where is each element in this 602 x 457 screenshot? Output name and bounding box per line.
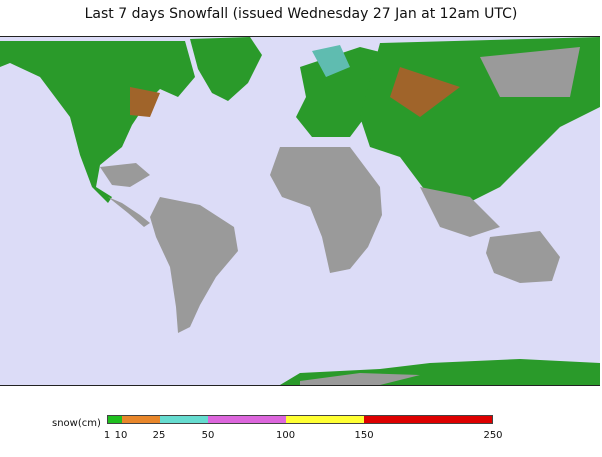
legend-tick-25: 25 bbox=[152, 430, 166, 441]
legend-band-25-50 bbox=[159, 416, 209, 423]
asia-grey bbox=[480, 47, 580, 97]
legend-band-10-25 bbox=[121, 416, 160, 423]
scandinavia-deep-snow bbox=[312, 45, 350, 77]
north-america-deep-snow bbox=[130, 87, 160, 117]
legend-ticks: 1 10 25 50 100 150 250 bbox=[103, 430, 503, 444]
map-title: Last 7 days Snowfall (issued Wednesday 2… bbox=[84, 6, 518, 22]
central-america bbox=[108, 197, 150, 227]
legend-tick-100: 100 bbox=[275, 430, 296, 441]
legend-band-50-100 bbox=[208, 416, 286, 423]
legend-tick-10: 10 bbox=[114, 430, 128, 441]
snowfall-map bbox=[0, 36, 600, 386]
legend-tick-250: 250 bbox=[483, 430, 503, 441]
africa bbox=[270, 147, 382, 273]
legend-tick-150: 150 bbox=[354, 430, 374, 441]
north-america-south bbox=[100, 163, 150, 187]
legend-band-100-150 bbox=[285, 416, 364, 423]
india-se-asia bbox=[420, 187, 500, 237]
legend-label: snow(cm) bbox=[52, 418, 101, 429]
legend-band-150-250 bbox=[363, 416, 493, 423]
legend-band-1-10 bbox=[108, 416, 122, 423]
antarctica-grey bbox=[300, 373, 420, 385]
legend-color-bar bbox=[107, 415, 493, 424]
asia-deep-snow bbox=[390, 67, 460, 117]
legend-tick-1: 1 bbox=[103, 430, 111, 441]
south-america bbox=[150, 197, 238, 333]
australia bbox=[486, 231, 560, 283]
world-map-svg bbox=[0, 37, 600, 385]
north-america bbox=[0, 41, 195, 203]
legend-tick-50: 50 bbox=[201, 430, 215, 441]
greenland bbox=[190, 37, 262, 101]
